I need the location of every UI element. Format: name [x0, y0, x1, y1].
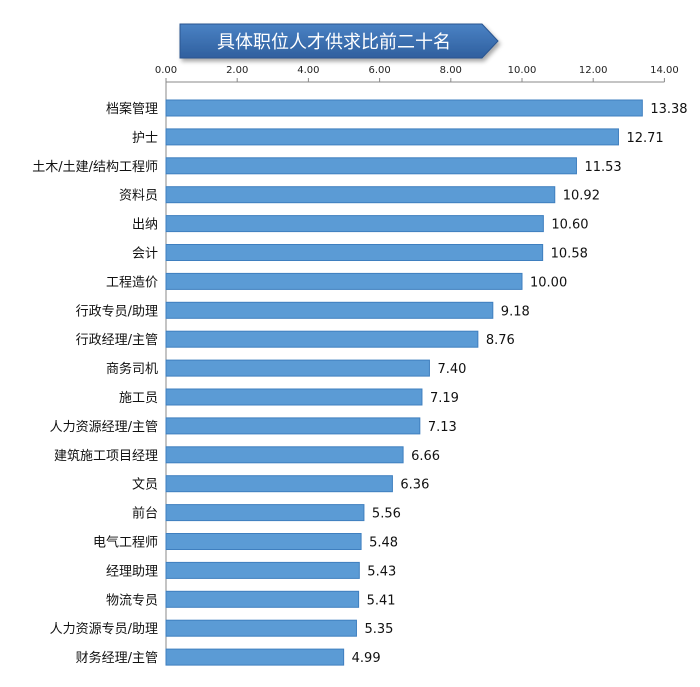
value-label: 5.41: [367, 593, 396, 608]
bar: [165, 359, 430, 377]
value-label: 13.38: [650, 102, 687, 117]
value-label: 11.53: [584, 160, 621, 175]
category-label: 会计: [132, 247, 158, 262]
bar: [165, 475, 393, 493]
bar: [165, 504, 365, 522]
value-label: 4.99: [352, 651, 381, 666]
category-label: 人力资源专员/助理: [50, 622, 158, 637]
category-label: 财务经理/主管: [76, 650, 158, 666]
bar: [165, 417, 421, 435]
x-tick-label: 14.00: [650, 65, 679, 76]
category-label: 人力资源经理/主管: [50, 420, 158, 435]
bar: [165, 272, 523, 290]
category-label: 护士: [132, 131, 158, 146]
value-label: 10.00: [530, 275, 567, 290]
bar: [165, 619, 357, 637]
bar: [165, 648, 345, 666]
bar: [165, 244, 544, 261]
category-label: 前台: [132, 506, 158, 522]
category-label: 行政专员/助理: [76, 304, 158, 319]
bar: [165, 215, 544, 233]
bars: [165, 99, 643, 666]
category-label: 建筑施工项目经理: [54, 448, 158, 464]
value-label: 10.58: [551, 247, 588, 262]
category-label: 工程造价: [106, 275, 158, 290]
x-tick-label: 4.00: [297, 65, 319, 76]
bar: [165, 186, 556, 204]
category-label: 物流专员: [106, 593, 158, 608]
value-label: 12.71: [626, 131, 663, 146]
title-arrow-shape: [179, 23, 499, 59]
bar: [165, 561, 360, 579]
value-label: 10.60: [551, 218, 588, 233]
value-label: 10.92: [563, 189, 600, 204]
bar: [165, 128, 619, 146]
value-label: 5.48: [369, 536, 398, 551]
value-label: 8.76: [486, 333, 515, 348]
category-label: 文员: [132, 478, 158, 493]
category-label: 电气工程师: [93, 535, 158, 551]
bar: [165, 533, 362, 550]
bar: [165, 330, 479, 348]
value-label: 9.18: [501, 304, 530, 319]
chart-title-banner: 具体职位人才供求比前二十名: [179, 23, 499, 59]
category-label: 经理助理: [106, 564, 158, 579]
bar: [165, 388, 423, 406]
x-tick-label: 6.00: [368, 65, 390, 76]
bar: [165, 301, 494, 319]
category-label: 档案管理: [106, 102, 158, 117]
value-label: 6.36: [400, 478, 429, 493]
x-tick-label: 2.00: [226, 65, 248, 76]
chart-title: 具体职位人才供求比前二十名: [217, 32, 451, 53]
category-labels: 档案管理护士土木/土建/结构工程师资料员出纳会计工程造价行政专员/助理行政经理/…: [32, 102, 158, 666]
category-label: 商务司机: [106, 361, 158, 377]
value-label: 6.66: [411, 449, 440, 464]
value-label: 7.19: [430, 391, 459, 406]
x-tick-label: 10.00: [508, 65, 537, 76]
bar: [165, 157, 577, 175]
value-label: 5.56: [372, 507, 401, 522]
value-label: 7.40: [437, 362, 466, 377]
value-label: 5.43: [367, 564, 396, 579]
value-labels: 13.38 12.71 11.53 10.92 10.60 10.58 10.009.18 8…: [352, 102, 688, 666]
bar: [165, 446, 404, 464]
x-tick-label: 12.00: [579, 65, 608, 76]
category-label: 行政经理/主管: [76, 333, 158, 348]
category-label: 出纳: [132, 218, 158, 233]
x-tick-label: 8.00: [440, 65, 462, 76]
bar: [165, 590, 360, 608]
category-label: 资料员: [119, 189, 158, 204]
category-label: 土木/土建/结构工程师: [32, 160, 158, 175]
bar: [165, 99, 643, 117]
value-label: 7.13: [428, 420, 457, 435]
category-label: 施工员: [119, 391, 158, 406]
x-tick-label: 0.00: [155, 65, 177, 76]
value-label: 5.35: [364, 622, 393, 637]
